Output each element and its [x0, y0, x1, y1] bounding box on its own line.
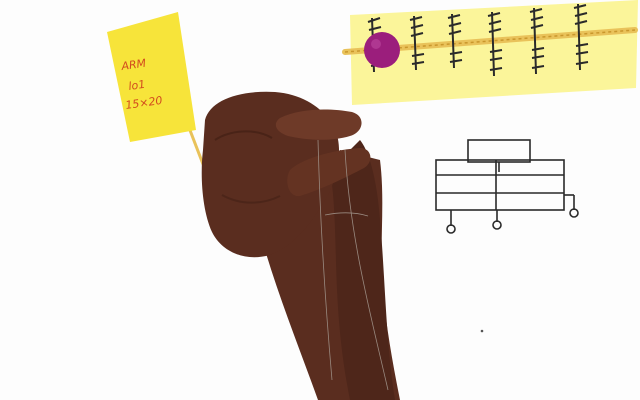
circuit-sketch-icon: [435, 139, 579, 234]
flag-label-line2: lo1: [128, 78, 146, 93]
sticky-note-icon: [342, 0, 638, 105]
flag-label-line3: 15×20: [125, 94, 164, 112]
clay-arm: [201, 91, 400, 400]
flag-label-line1: ARM: [120, 57, 148, 74]
speck: [480, 329, 484, 333]
flag: ARM lo1 15×20: [107, 12, 208, 173]
flag-label: ARM lo1 15×20: [120, 57, 164, 112]
bead-icon: [364, 32, 400, 68]
